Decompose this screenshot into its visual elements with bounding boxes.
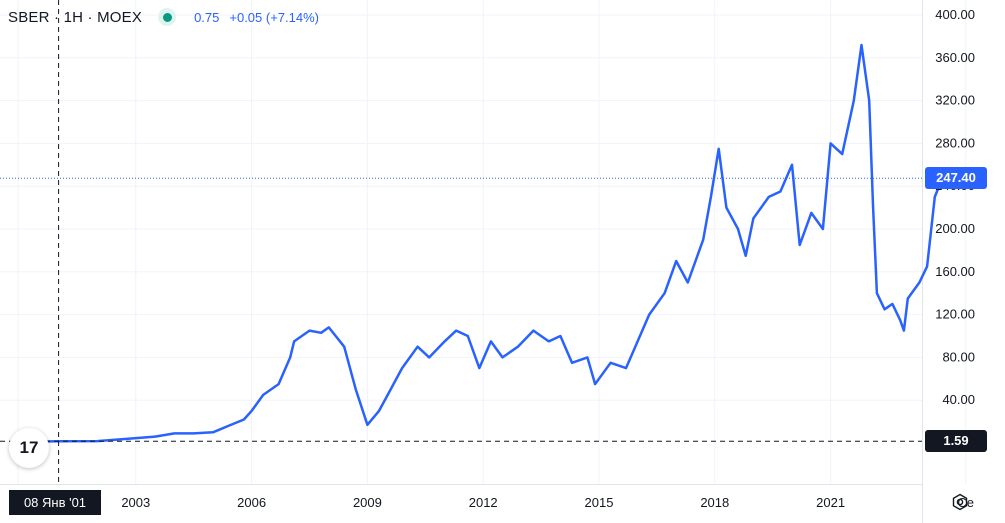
gear-icon — [952, 493, 968, 511]
y-tick-label: 80.00 — [942, 349, 975, 364]
y-tick-label: 320.00 — [935, 93, 975, 108]
crosshair-price-label: 1.59 — [925, 430, 987, 453]
y-tick-label: 160.00 — [935, 264, 975, 279]
x-tick-label: 2009 — [353, 495, 382, 510]
last-price-label: 247.40 — [925, 167, 987, 190]
reference-lines — [0, 0, 922, 484]
status-dot — [162, 12, 172, 22]
x-tick-label: 2015 — [585, 495, 614, 510]
settings-button[interactable] — [948, 490, 972, 514]
y-tick-label: 120.00 — [935, 307, 975, 322]
x-tick-label: 2012 — [469, 495, 498, 510]
x-tick-label: Се — [957, 495, 974, 510]
symbol-title[interactable]: SBER · 1H · MOEX — [8, 8, 143, 26]
legend-value: 0.75 — [194, 9, 220, 25]
series-line-0 — [19, 43, 949, 444]
y-tick-label: 280.00 — [935, 135, 975, 150]
x-tick-label: 2006 — [237, 495, 266, 510]
y-tick-label: 200.00 — [935, 221, 975, 236]
y-tick-label: 40.00 — [942, 392, 975, 407]
legend-change: +0.05 (+7.14%) — [229, 9, 319, 25]
x-tick-label: 2003 — [121, 495, 150, 510]
x-tick-label: 2021 — [816, 495, 845, 510]
grid-lines — [0, 0, 967, 523]
price-series — [19, 43, 949, 444]
y-tick-label: 400.00 — [935, 7, 975, 22]
chart-legend: SBER · 1H · MOEX 0.75 +0.05 (+7.14%) — [8, 6, 319, 28]
price-axis[interactable]: 40.0080.00120.00160.00200.00240.00280.00… — [935, 7, 975, 407]
y-tick-label: 360.00 — [935, 50, 975, 65]
x-tick-label: 2018 — [700, 495, 729, 510]
tradingview-logo-icon[interactable]: 17 — [9, 428, 49, 468]
time-axis[interactable]: 202003200620092012201520182021Се — [11, 495, 974, 510]
market-status-dot-icon[interactable] — [158, 8, 177, 26]
crosshair-date-label: 08 Янв '01 — [9, 490, 101, 515]
